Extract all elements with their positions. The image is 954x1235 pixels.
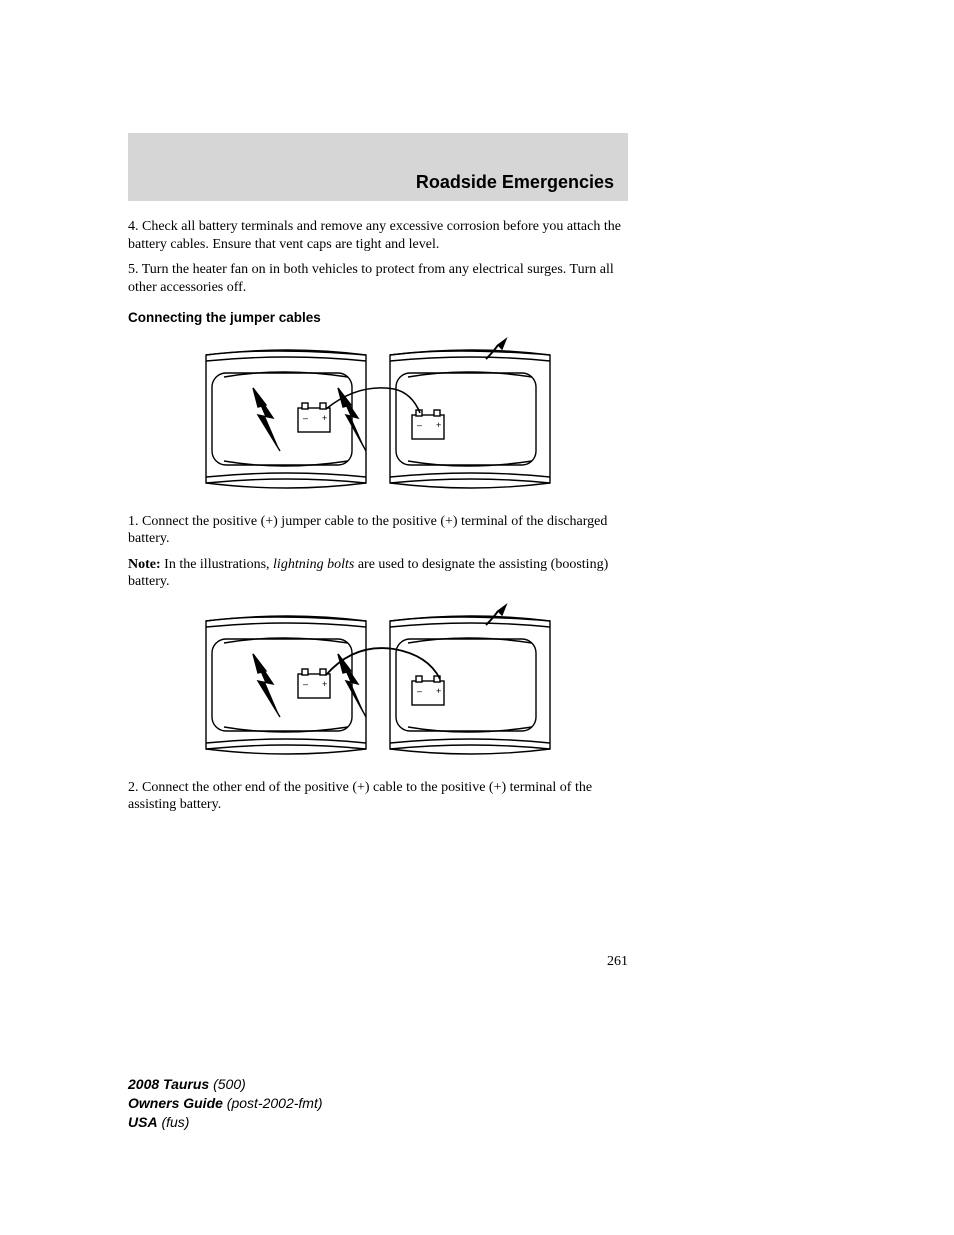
note-pre: In the illustrations, [161, 557, 273, 572]
battery3-pos: + [322, 679, 327, 689]
battery2-pos: + [436, 420, 441, 430]
footer-guide-fmt: (post-2002-fmt) [223, 1095, 323, 1111]
footer-region: USA [128, 1114, 158, 1130]
doc-footer: 2008 Taurus (500) Owners Guide (post-200… [128, 1075, 323, 1132]
battery2-neg: – [417, 420, 422, 430]
jumper-diagram-1: – + – + [198, 333, 558, 503]
battery3-neg: – [303, 679, 308, 689]
battery4-neg: – [417, 686, 422, 696]
page-number: 261 [128, 954, 628, 970]
footer-line2: Owners Guide (post-2002-fmt) [128, 1094, 323, 1113]
footer-line3: USA (fus) [128, 1113, 323, 1132]
jumper-diagram-2: – + – + [198, 599, 558, 769]
note-italic: lightning bolts [273, 557, 354, 572]
footer-model-code: (500) [209, 1076, 246, 1092]
battery4-pos: + [436, 686, 441, 696]
paragraph-step2: 2. Connect the other end of the positive… [128, 779, 628, 814]
paragraph-note: Note: In the illustrations, lightning bo… [128, 556, 628, 591]
footer-guide: Owners Guide [128, 1095, 223, 1111]
footer-line1: 2008 Taurus (500) [128, 1075, 323, 1094]
section-title: Roadside Emergencies [416, 172, 614, 193]
battery1-neg: – [303, 413, 308, 423]
footer-region-code: (fus) [158, 1114, 190, 1130]
paragraph-step4: 4. Check all battery terminals and remov… [128, 218, 628, 253]
subheading-connecting: Connecting the jumper cables [128, 310, 628, 327]
paragraph-step1: 1. Connect the positive (+) jumper cable… [128, 513, 628, 548]
page-content: 4. Check all battery terminals and remov… [128, 218, 628, 822]
note-label: Note: [128, 557, 161, 572]
footer-model: 2008 Taurus [128, 1076, 209, 1092]
battery1-pos: + [322, 413, 327, 423]
paragraph-step5: 5. Turn the heater fan on in both vehicl… [128, 261, 628, 296]
section-header-band: Roadside Emergencies [128, 133, 628, 201]
